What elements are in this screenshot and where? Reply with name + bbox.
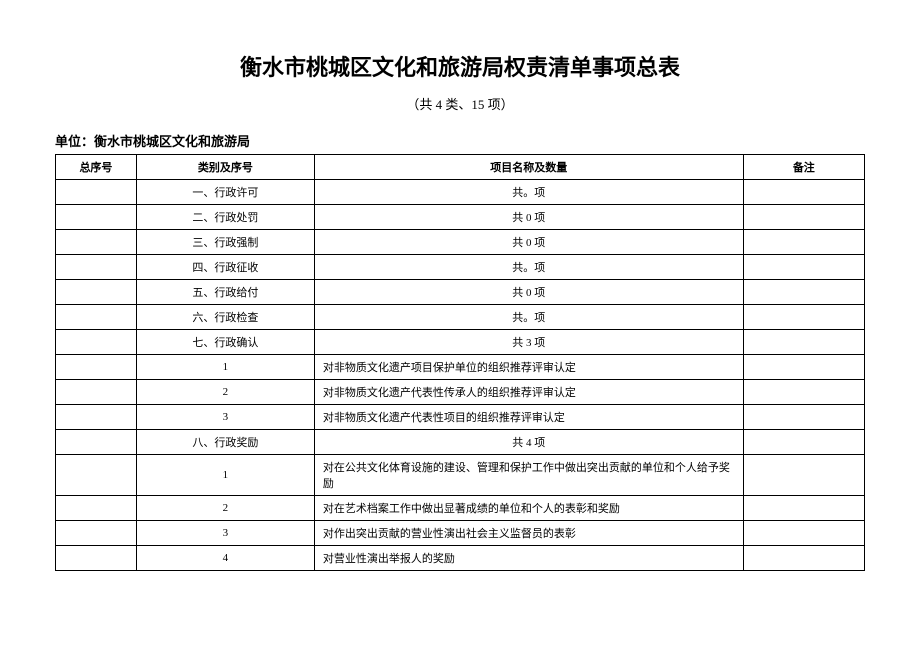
cell-seq <box>56 330 137 355</box>
cell-seq <box>56 380 137 405</box>
cell-note <box>743 455 864 496</box>
cell-seq <box>56 521 137 546</box>
cell-note <box>743 496 864 521</box>
cell-category: 4 <box>136 546 314 571</box>
cell-category: 2 <box>136 380 314 405</box>
cell-name: 对在艺术档案工作中做出显著成绩的单位和个人的表彰和奖励 <box>314 496 743 521</box>
table-row: 四、行政征收共。项 <box>56 255 865 280</box>
cell-seq <box>56 496 137 521</box>
cell-category: 八、行政奖励 <box>136 430 314 455</box>
cell-note <box>743 380 864 405</box>
header-seq: 总序号 <box>56 155 137 180</box>
cell-name: 共。项 <box>314 305 743 330</box>
cell-name: 对非物质文化遗产代表性传承人的组织推荐评审认定 <box>314 380 743 405</box>
table-row: 1对在公共文化体育设施的建设、管理和保护工作中做出突出贡献的单位和个人给予奖励 <box>56 455 865 496</box>
cell-name: 共 4 项 <box>314 430 743 455</box>
table-header-row: 总序号 类别及序号 项目名称及数量 备注 <box>56 155 865 180</box>
cell-name: 共 0 项 <box>314 205 743 230</box>
cell-note <box>743 305 864 330</box>
cell-seq <box>56 305 137 330</box>
cell-note <box>743 255 864 280</box>
cell-category: 1 <box>136 455 314 496</box>
cell-category: 2 <box>136 496 314 521</box>
header-note: 备注 <box>743 155 864 180</box>
cell-note <box>743 405 864 430</box>
cell-name: 共 0 项 <box>314 280 743 305</box>
cell-name: 共 0 项 <box>314 230 743 255</box>
page-title: 衡水市桃城区文化和旅游局权责清单事项总表 <box>55 50 865 82</box>
cell-note <box>743 355 864 380</box>
cell-note <box>743 280 864 305</box>
cell-category: 六、行政检查 <box>136 305 314 330</box>
cell-seq <box>56 280 137 305</box>
cell-category: 3 <box>136 405 314 430</box>
table-row: 六、行政检查共。项 <box>56 305 865 330</box>
cell-seq <box>56 355 137 380</box>
table-row: 2对在艺术档案工作中做出显著成绩的单位和个人的表彰和奖励 <box>56 496 865 521</box>
table-row: 七、行政确认共 3 项 <box>56 330 865 355</box>
cell-note <box>743 521 864 546</box>
cell-name: 对非物质文化遗产项目保护单位的组织推荐评审认定 <box>314 355 743 380</box>
table-row: 4对营业性演出举报人的奖励 <box>56 546 865 571</box>
cell-category: 二、行政处罚 <box>136 205 314 230</box>
cell-note <box>743 430 864 455</box>
table-row: 三、行政强制共 0 项 <box>56 230 865 255</box>
table-row: 1对非物质文化遗产项目保护单位的组织推荐评审认定 <box>56 355 865 380</box>
table-row: 3对作出突出贡献的营业性演出社会主义监督员的表彰 <box>56 521 865 546</box>
cell-seq <box>56 180 137 205</box>
cell-seq <box>56 230 137 255</box>
table-row: 五、行政给付共 0 项 <box>56 280 865 305</box>
table-row: 二、行政处罚共 0 项 <box>56 205 865 230</box>
cell-note <box>743 546 864 571</box>
cell-note <box>743 230 864 255</box>
table-row: 八、行政奖励共 4 项 <box>56 430 865 455</box>
cell-category: 三、行政强制 <box>136 230 314 255</box>
cell-seq <box>56 430 137 455</box>
table-row: 2对非物质文化遗产代表性传承人的组织推荐评审认定 <box>56 380 865 405</box>
cell-seq <box>56 546 137 571</box>
cell-seq <box>56 405 137 430</box>
unit-label: 单位：衡水市桃城区文化和旅游局 <box>55 131 865 150</box>
header-category: 类别及序号 <box>136 155 314 180</box>
cell-seq <box>56 255 137 280</box>
cell-name: 对非物质文化遗产代表性项目的组织推荐评审认定 <box>314 405 743 430</box>
cell-category: 四、行政征收 <box>136 255 314 280</box>
cell-category: 一、行政许可 <box>136 180 314 205</box>
header-name: 项目名称及数量 <box>314 155 743 180</box>
table-row: 3对非物质文化遗产代表性项目的组织推荐评审认定 <box>56 405 865 430</box>
cell-note <box>743 330 864 355</box>
cell-note <box>743 180 864 205</box>
cell-name: 共 3 项 <box>314 330 743 355</box>
cell-category: 七、行政确认 <box>136 330 314 355</box>
cell-seq <box>56 205 137 230</box>
cell-name: 共。项 <box>314 255 743 280</box>
cell-name: 共。项 <box>314 180 743 205</box>
cell-seq <box>56 455 137 496</box>
cell-category: 1 <box>136 355 314 380</box>
cell-category: 3 <box>136 521 314 546</box>
page-subtitle: （共 4 类、15 项） <box>55 94 865 113</box>
table-row: 一、行政许可共。项 <box>56 180 865 205</box>
cell-name: 对作出突出贡献的营业性演出社会主义监督员的表彰 <box>314 521 743 546</box>
cell-category: 五、行政给付 <box>136 280 314 305</box>
cell-note <box>743 205 864 230</box>
cell-name: 对在公共文化体育设施的建设、管理和保护工作中做出突出贡献的单位和个人给予奖励 <box>314 455 743 496</box>
main-table: 总序号 类别及序号 项目名称及数量 备注 一、行政许可共。项二、行政处罚共 0 … <box>55 154 865 571</box>
cell-name: 对营业性演出举报人的奖励 <box>314 546 743 571</box>
